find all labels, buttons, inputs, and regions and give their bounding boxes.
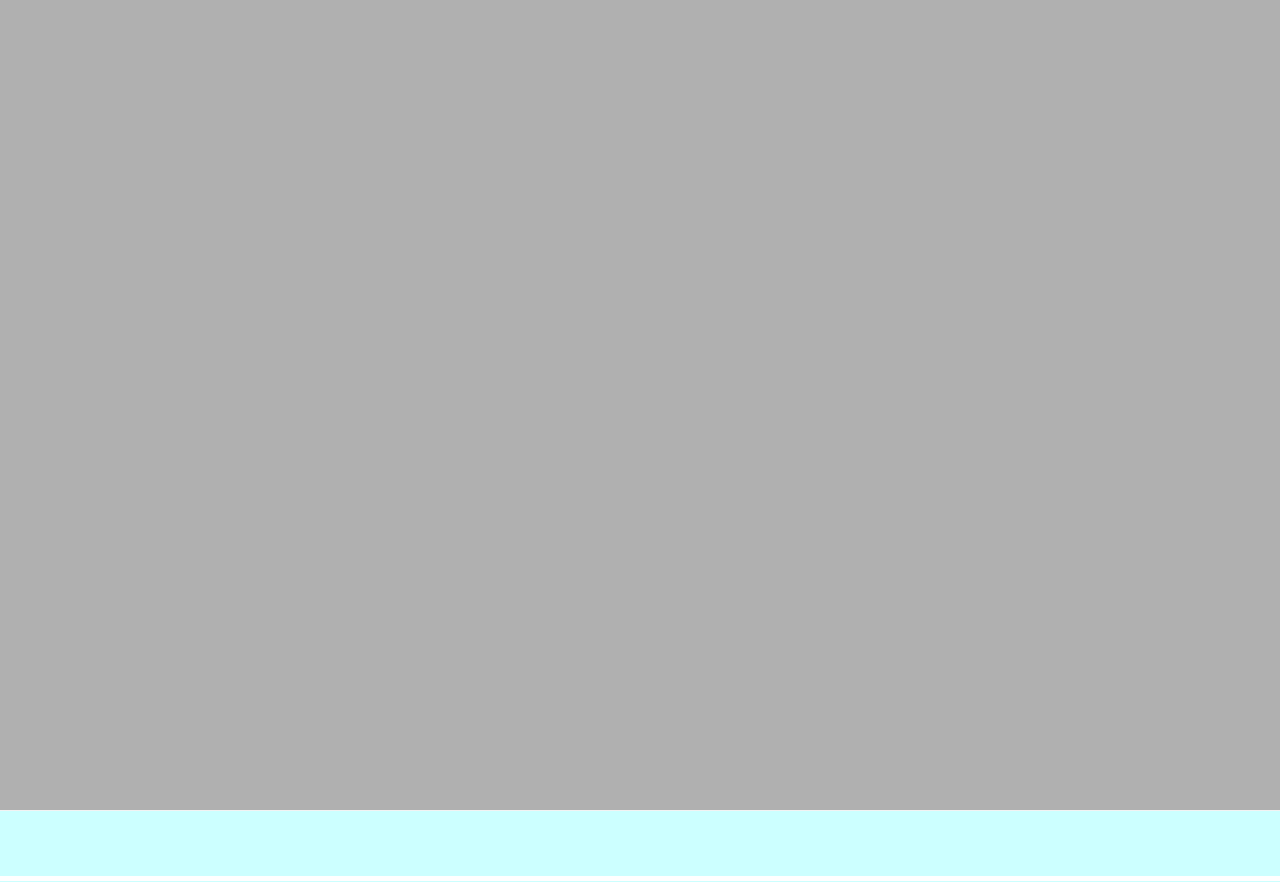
plot-area	[0, 0, 1280, 812]
bottom-strip	[0, 876, 1280, 881]
summary-table	[0, 810, 1280, 882]
